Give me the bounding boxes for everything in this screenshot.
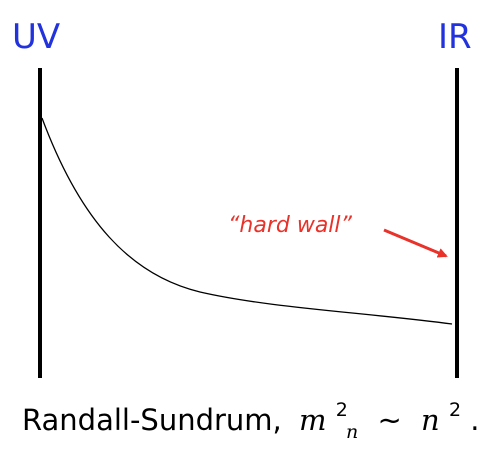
math-rhs-sup: 2	[449, 399, 461, 421]
math-sup: 2	[336, 399, 348, 421]
ir-label: IR	[438, 17, 472, 57]
caption-text: Randall-Sundrum,	[22, 403, 282, 437]
math-base: m	[299, 403, 327, 437]
math-sub: n	[346, 421, 358, 443]
warp-curve	[41, 117, 453, 325]
math-relation: ∼	[378, 403, 402, 437]
annotation: “hard wall”	[228, 213, 353, 238]
caption: Randall-Sundrum, m 2 n ∼ n 2 .	[22, 389, 479, 445]
uv-label: UV	[12, 17, 60, 57]
annotation-arrow	[383, 228, 448, 258]
caption-end: .	[470, 403, 479, 437]
math-rhs: n	[421, 403, 440, 437]
